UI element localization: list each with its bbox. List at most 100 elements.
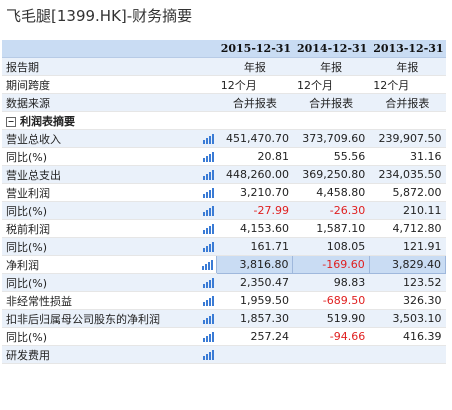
financial-summary-table: 2015-12-31 2014-12-31 2013-12-31 报告期 年报 年报… — [2, 40, 447, 364]
value-cell — [292, 111, 370, 130]
value-cell: 519.90 — [292, 309, 370, 328]
row-label-cell: 营业总支出 — [2, 165, 217, 184]
row-label-cell: 期间跨度 — [2, 75, 217, 94]
row-label-cell: − 利润表摘要 — [2, 111, 217, 130]
row-label: 研发费用 — [6, 348, 50, 362]
bar-chart-icon[interactable] — [202, 296, 214, 306]
row-label: 营业总收入 — [6, 132, 61, 146]
value-cell: 2,350.47 — [216, 273, 293, 292]
row-label-cell: 同比(%) — [2, 273, 217, 292]
row-label: 利润表摘要 — [20, 114, 75, 128]
value-cell — [292, 345, 370, 364]
row-label: 数据来源 — [6, 96, 50, 110]
value-cell: 12个月 — [216, 75, 293, 94]
value-cell: 121.91 — [369, 237, 446, 256]
row-label-cell: 非经常性损益 — [2, 291, 217, 310]
value-cell: 373,709.60 — [292, 129, 370, 148]
value-cell: -26.30 — [292, 201, 370, 220]
row-label-cell: 同比(%) — [2, 237, 217, 256]
row-label: 同比(%) — [6, 276, 48, 290]
table-row: 研发费用 — [2, 345, 446, 364]
row-label: 非经常性损益 — [6, 294, 72, 308]
table-row: 同比(%) 257.24 -94.66 416.39 — [2, 327, 446, 346]
row-label: 营业总支出 — [6, 168, 61, 182]
bar-chart-icon[interactable] — [202, 134, 214, 144]
value-cell: 257.24 — [216, 327, 293, 346]
value-cell: -94.66 — [292, 327, 370, 346]
value-cell: 年报 — [216, 57, 293, 76]
bar-chart-icon[interactable] — [202, 278, 214, 288]
table-row: 同比(%) 2,350.47 98.83 123.52 — [2, 273, 446, 292]
value-cell: 416.39 — [369, 327, 446, 346]
row-label-cell: 报告期 — [2, 57, 217, 76]
bar-chart-icon[interactable] — [202, 170, 214, 180]
row-label: 报告期 — [6, 60, 39, 74]
bar-chart-icon[interactable] — [202, 224, 214, 234]
value-cell: 161.71 — [216, 237, 293, 256]
table-row: 数据来源 合并报表 合并报表 合并报表 — [2, 93, 446, 112]
value-cell: 3,503.10 — [369, 309, 446, 328]
value-cell: 3,210.70 — [216, 183, 293, 202]
value-cell: 合并报表 — [216, 93, 293, 112]
row-label-cell: 营业总收入 — [2, 129, 217, 148]
value-cell: 108.05 — [292, 237, 370, 256]
value-cell: 合并报表 — [369, 93, 446, 112]
table-row: 扣非后归属母公司股东的净利润 1,857.30 519.90 3,503.10 — [2, 309, 446, 328]
value-cell: 234,035.50 — [369, 165, 446, 184]
row-label: 期间跨度 — [6, 78, 50, 92]
value-cell: 12个月 — [369, 75, 446, 94]
bar-chart-icon[interactable] — [202, 314, 214, 324]
row-label-cell: 同比(%) — [2, 147, 217, 166]
value-cell — [369, 345, 446, 364]
value-cell: 3,816.80 — [216, 255, 294, 274]
value-cell: 123.52 — [369, 273, 446, 292]
value-cell: 1,959.50 — [216, 291, 293, 310]
table-row: 同比(%) 161.71 108.05 121.91 — [2, 237, 446, 256]
column-header[interactable]: 2015-12-31 — [216, 40, 293, 58]
value-cell — [216, 111, 293, 130]
value-cell: 55.56 — [292, 147, 370, 166]
value-cell: 239,907.50 — [369, 129, 446, 148]
section-row[interactable]: − 利润表摘要 — [2, 111, 446, 130]
value-cell: -169.60 — [292, 255, 370, 274]
row-label: 同比(%) — [6, 240, 48, 254]
bar-chart-icon[interactable] — [202, 350, 214, 360]
value-cell: 合并报表 — [292, 93, 370, 112]
column-header[interactable]: 2014-12-31 — [292, 40, 370, 58]
page-title: 飞毛腿[1399.HK]-财务摘要 — [6, 7, 193, 25]
row-label-cell: 税前利润 — [2, 219, 217, 238]
table-row: 营业总收入 451,470.70 373,709.60 239,907.50 — [2, 129, 446, 148]
collapse-toggle-icon[interactable]: − — [6, 116, 16, 127]
table-row: 期间跨度 12个月 12个月 12个月 — [2, 75, 446, 94]
row-label-cell: 净利润 — [2, 255, 217, 274]
table-row: 同比(%) -27.99 -26.30 210.11 — [2, 201, 446, 220]
row-label-cell: 研发费用 — [2, 345, 217, 364]
header-label-cell — [2, 40, 217, 58]
table-row: 净利润 3,816.80 -169.60 3,829.40 — [2, 255, 447, 274]
row-label-cell: 扣非后归属母公司股东的净利润 — [2, 309, 217, 328]
header-row: 2015-12-31 2014-12-31 2013-12-31 — [2, 40, 446, 58]
row-label-cell: 同比(%) — [2, 201, 217, 220]
bar-chart-icon[interactable] — [202, 188, 214, 198]
column-header[interactable]: 2013-12-31 — [369, 40, 446, 58]
value-cell: 31.16 — [369, 147, 446, 166]
value-cell: 326.30 — [369, 291, 446, 310]
row-label: 扣非后归属母公司股东的净利润 — [6, 312, 160, 326]
table-row: 同比(%) 20.81 55.56 31.16 — [2, 147, 446, 166]
bar-chart-icon[interactable] — [202, 152, 214, 162]
value-cell: 1,587.10 — [292, 219, 370, 238]
value-cell: 448,260.00 — [216, 165, 293, 184]
value-cell: 5,872.00 — [369, 183, 446, 202]
table-row: 非经常性损益 1,959.50 -689.50 326.30 — [2, 291, 446, 310]
value-cell: 451,470.70 — [216, 129, 293, 148]
value-cell: 369,250.80 — [292, 165, 370, 184]
bar-chart-icon[interactable] — [202, 206, 214, 216]
value-cell: 20.81 — [216, 147, 293, 166]
bar-chart-icon[interactable] — [202, 260, 214, 270]
value-cell — [216, 345, 293, 364]
bar-chart-icon[interactable] — [202, 332, 214, 342]
value-cell: 3,829.40 — [368, 255, 447, 274]
value-cell: 4,712.80 — [369, 219, 446, 238]
bar-chart-icon[interactable] — [202, 242, 214, 252]
value-cell: 4,153.60 — [216, 219, 293, 238]
